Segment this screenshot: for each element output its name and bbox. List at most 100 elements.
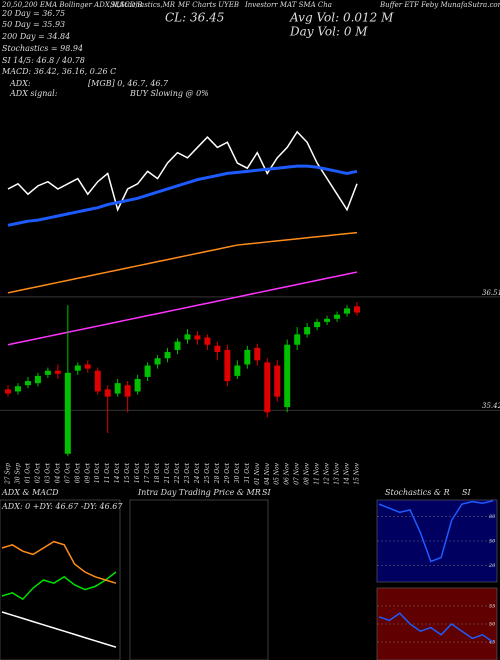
candle-body <box>94 370 101 392</box>
x-tick-label: 01 Nov <box>254 462 261 484</box>
candle-body <box>154 358 161 365</box>
header-text: MF Charts UYEB <box>177 1 239 9</box>
annotation: [MGB] 0, 46.7, 46.7 <box>88 79 169 88</box>
y-tick-label: 36.51 <box>482 289 500 297</box>
candle-body <box>114 383 121 394</box>
x-tick-label: 04 Nov <box>264 462 271 484</box>
candle-body <box>44 370 51 375</box>
x-tick-label: 09 Oct <box>84 462 91 483</box>
x-tick-label: 05 Nov <box>274 462 281 484</box>
x-tick-label: 10 Oct <box>94 462 101 483</box>
x-tick-label: 25 Oct <box>204 462 211 484</box>
x-tick-label: 11 Oct <box>104 462 111 483</box>
panel-title: ADX & MACD <box>1 488 59 497</box>
annotation: MACD: 36.42, 36.16, 0.26 C <box>1 67 116 76</box>
x-tick-label: 03 Oct <box>44 462 51 483</box>
ma-line <box>7 271 358 346</box>
header-text: SI,Stochastics,MR <box>110 1 176 9</box>
panel-title: Intra Day Trading Price & MR <box>137 488 261 497</box>
x-tick-label: 27 Sep <box>5 463 12 485</box>
x-tick-label: 28 Oct <box>214 462 221 484</box>
annotation: 200 Day = 34.84 <box>1 32 70 41</box>
y-tick-label: 20 <box>488 563 496 569</box>
x-tick-label: 07 Oct <box>64 462 71 483</box>
candle-body <box>354 306 360 313</box>
x-tick-label: 14 Nov <box>344 462 351 484</box>
annotation: 20 Day = 36.75 <box>1 9 65 18</box>
ma-line <box>7 130 358 212</box>
x-tick-label: 23 Oct <box>184 462 191 484</box>
annotation: ADX signal: <box>9 89 58 98</box>
indicator-line <box>378 612 494 643</box>
x-tick-label: 13 Nov <box>334 462 341 484</box>
x-tick-label: 06 Nov <box>284 462 291 484</box>
x-tick-label: 11 Nov <box>314 462 321 484</box>
annotation: ADX: <box>9 79 31 88</box>
candle-body <box>174 341 181 350</box>
candle-body <box>344 308 351 314</box>
candle-body <box>284 344 291 408</box>
candle-body <box>274 365 281 397</box>
annotation: CL: 36.45 <box>165 11 224 25</box>
x-tick-label: 24 Oct <box>194 462 201 484</box>
x-tick-label: 22 Oct <box>174 462 181 484</box>
indicator-line <box>1 571 117 601</box>
candle-body <box>324 318 331 322</box>
candle-body <box>104 389 111 397</box>
x-tick-label: 12 Nov <box>324 462 331 484</box>
candle-body <box>304 327 311 335</box>
x-tick-label: 30 Oct <box>234 462 241 483</box>
y-tick-label: 50 <box>489 622 496 628</box>
x-tick-label: 15 Oct <box>124 462 131 483</box>
panel <box>129 499 269 660</box>
x-tick-label: 30 Sep <box>14 463 21 484</box>
indicator-line <box>1 611 117 648</box>
header-text: Buffer ETF Feby MunafaSutra.com <box>379 1 500 9</box>
candle-body <box>314 321 321 328</box>
x-tick-label: 07 Nov <box>294 462 301 484</box>
header-text: Investorr MAT SMA Cha <box>244 1 332 9</box>
candle-body <box>264 362 271 413</box>
y-tick-label: 45 <box>488 640 495 646</box>
x-tick-label: 08 Oct <box>74 462 81 483</box>
x-tick-label: 21 Oct <box>164 462 171 484</box>
x-tick-label: 14 Oct <box>114 462 121 483</box>
candle-body <box>64 372 71 454</box>
y-tick-label: 50 <box>489 539 496 545</box>
x-tick-label: 18 Oct <box>154 462 161 483</box>
candle-body <box>54 370 61 374</box>
candle-body <box>294 334 301 345</box>
annotation: SI 14/5: 46.8 / 40.78 <box>2 56 85 65</box>
candle-body <box>334 314 341 319</box>
x-tick-label: 31 Oct <box>244 462 251 483</box>
ma-line <box>7 164 358 227</box>
x-tick-label: 29 Oct <box>224 462 231 484</box>
annotation: Stochastics = 98.94 <box>2 44 83 53</box>
indicator-line <box>1 540 117 584</box>
x-tick-label: 08 Nov <box>304 462 311 484</box>
x-tick-label: 17 Oct <box>144 462 151 483</box>
x-tick-label: 15 Nov <box>354 462 361 484</box>
annotation: Day Vol: 0 M <box>289 25 368 39</box>
annotation: Avg Vol: 0.012 M <box>289 11 394 25</box>
candle-body <box>184 334 191 340</box>
x-tick-label: 01 Oct <box>24 462 31 483</box>
candle-body <box>84 364 91 369</box>
candle-body <box>194 335 201 340</box>
candle-body <box>14 386 21 392</box>
panel-title: ADX: 0 +DY: 46.67 -DY: 46.67 <box>1 502 123 511</box>
panel-title: Stochastics & R <box>385 488 450 497</box>
annotation: 50 Day = 35.93 <box>2 20 65 29</box>
candle-body <box>134 379 141 392</box>
candle-body <box>254 347 261 361</box>
candle-body <box>224 349 231 382</box>
x-tick-label: 04 Oct <box>54 462 61 483</box>
y-tick-label: 35.42 <box>482 402 500 410</box>
y-tick-label: 55 <box>489 604 495 610</box>
indicator-line <box>378 500 494 563</box>
x-tick-label: 02 Oct <box>34 462 41 483</box>
candle-body <box>214 345 221 353</box>
candle-body <box>244 349 251 365</box>
header-text: 20,50,200 EMA Bollinger ADX,MACD,B <box>1 1 142 9</box>
